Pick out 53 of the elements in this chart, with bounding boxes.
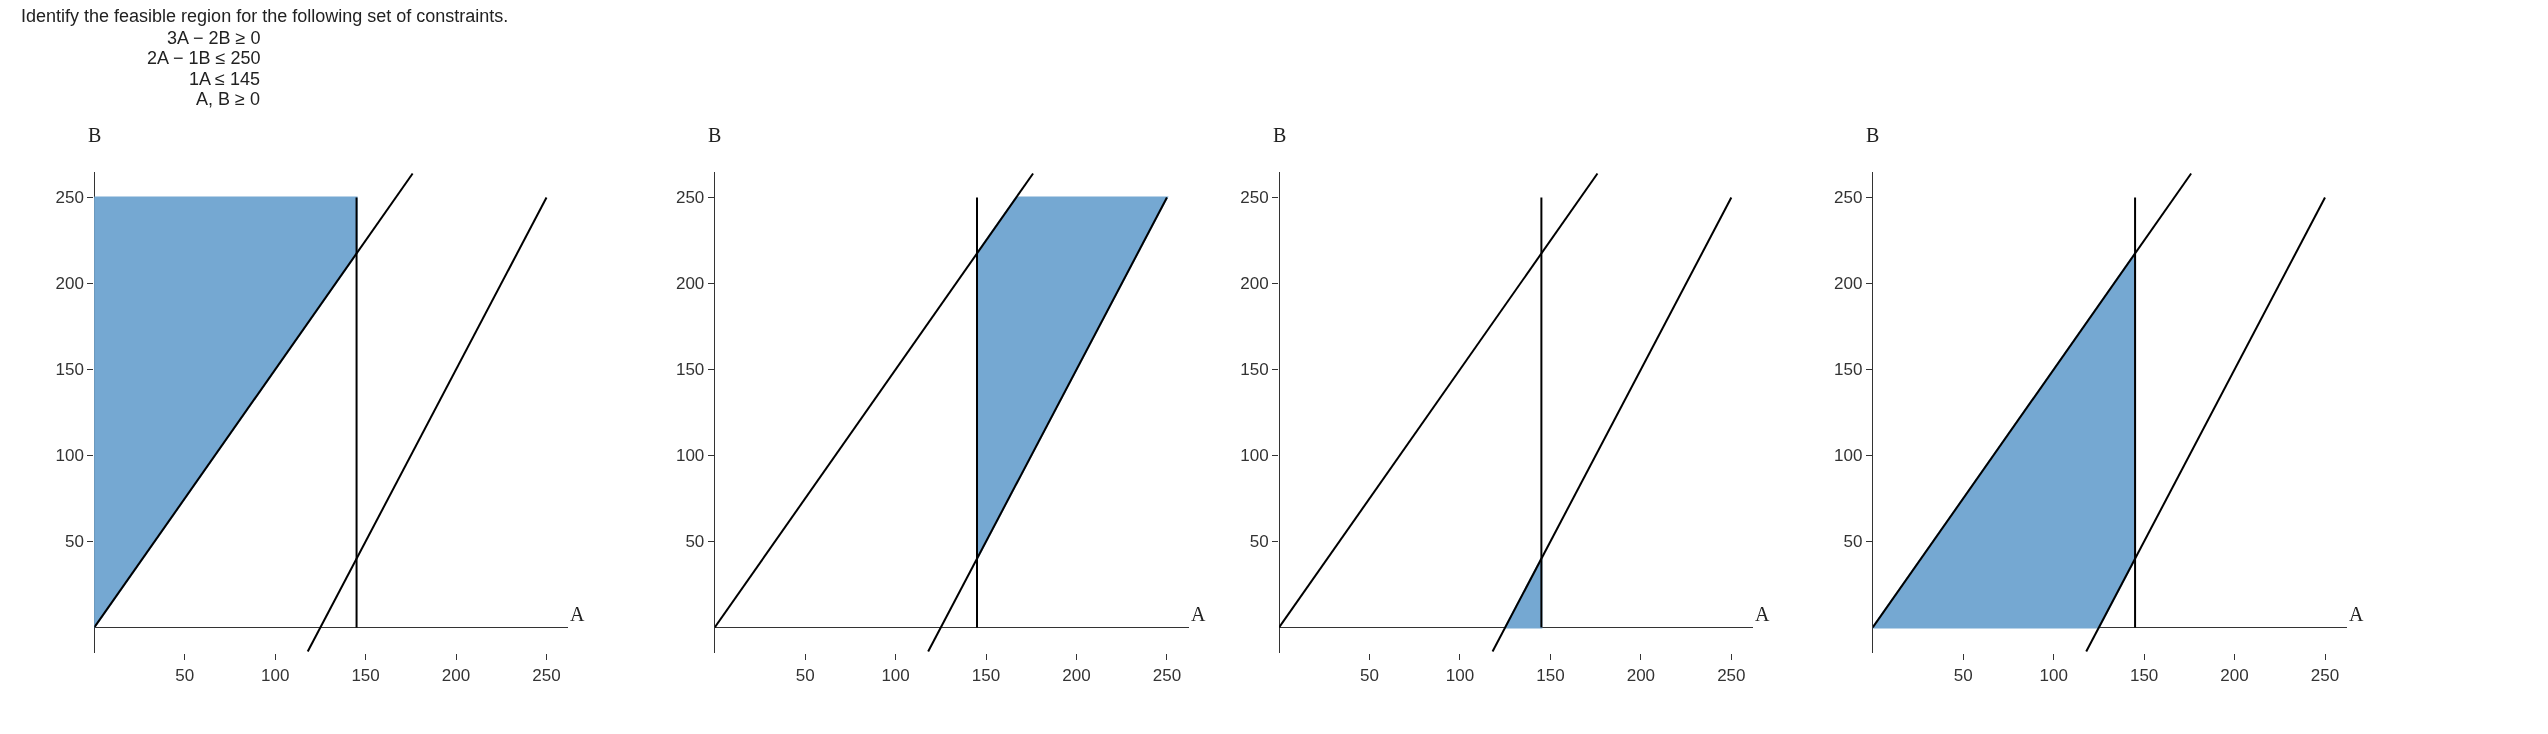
y-tick-label: 100 [675, 446, 705, 466]
x-tick-label: 200 [1062, 665, 1091, 685]
x-tick-label: 150 [971, 665, 1001, 685]
x-axis-title: A [1755, 603, 1770, 625]
text: A, B ≥ 0 [196, 89, 260, 109]
text: 3A − 2B ≥ 0 [167, 28, 261, 48]
x-tick-label: 50 [795, 665, 815, 685]
x-tick-label: 250 [532, 665, 561, 685]
y-tick-label: 250 [675, 188, 705, 208]
x-axis-title: A [2349, 603, 2364, 625]
y-tick-label: 200 [1834, 274, 1863, 294]
x-tick-label: 150 [2129, 665, 2159, 685]
y-axis-title: B [1273, 124, 1287, 146]
x-tick-label: 50 [1360, 665, 1379, 685]
y-tick-label: 50 [64, 532, 84, 552]
x-tick-label: 50 [175, 665, 195, 685]
x-tick-label: 150 [1536, 665, 1565, 685]
x-tick-label: 100 [881, 665, 910, 685]
y-tick-label: 100 [1240, 446, 1269, 466]
y-tick-label: 50 [1843, 532, 1863, 552]
x-tick-label: 250 [1152, 665, 1182, 685]
y-axis-title: B [708, 124, 722, 146]
y-tick-label: 250 [55, 188, 84, 208]
y-axis-title: B [1866, 124, 1880, 146]
text: 1A ≤ 145 [189, 69, 260, 89]
y-tick-label: 200 [675, 274, 705, 294]
y-tick-label: 100 [55, 446, 84, 466]
x-tick-label: 100 [1445, 665, 1475, 685]
y-tick-label: 100 [1834, 446, 1863, 466]
x-tick-label: 200 [1626, 665, 1656, 685]
x-axis-title: A [1191, 603, 1206, 625]
y-tick-label: 150 [1240, 360, 1269, 380]
x-tick-label: 100 [260, 665, 290, 685]
y-tick-label: 250 [1240, 188, 1269, 208]
y-tick-label: 200 [1240, 274, 1269, 294]
x-tick-label: 100 [2039, 665, 2068, 685]
x-tick-label: 200 [441, 665, 471, 685]
x-tick-label: 250 [2310, 665, 2340, 685]
x-axis-title: A [570, 603, 585, 625]
x-tick-label: 250 [1717, 665, 1746, 685]
y-axis-title: B [88, 124, 102, 146]
y-tick-label: 50 [685, 532, 705, 552]
y-tick-label: 250 [1834, 188, 1863, 208]
text: Identify the feasible region for the following set of constraints. [21, 6, 509, 26]
y-tick-label: 150 [1834, 360, 1863, 380]
y-tick-label: 200 [55, 274, 84, 294]
y-tick-label: 150 [55, 360, 84, 380]
x-tick-label: 150 [351, 665, 380, 685]
x-tick-label: 200 [2220, 665, 2249, 685]
y-tick-label: 50 [1249, 532, 1269, 552]
text: 2A − 1B ≤ 250 [147, 48, 261, 68]
x-tick-label: 50 [1953, 665, 1973, 685]
y-tick-label: 150 [675, 360, 705, 380]
